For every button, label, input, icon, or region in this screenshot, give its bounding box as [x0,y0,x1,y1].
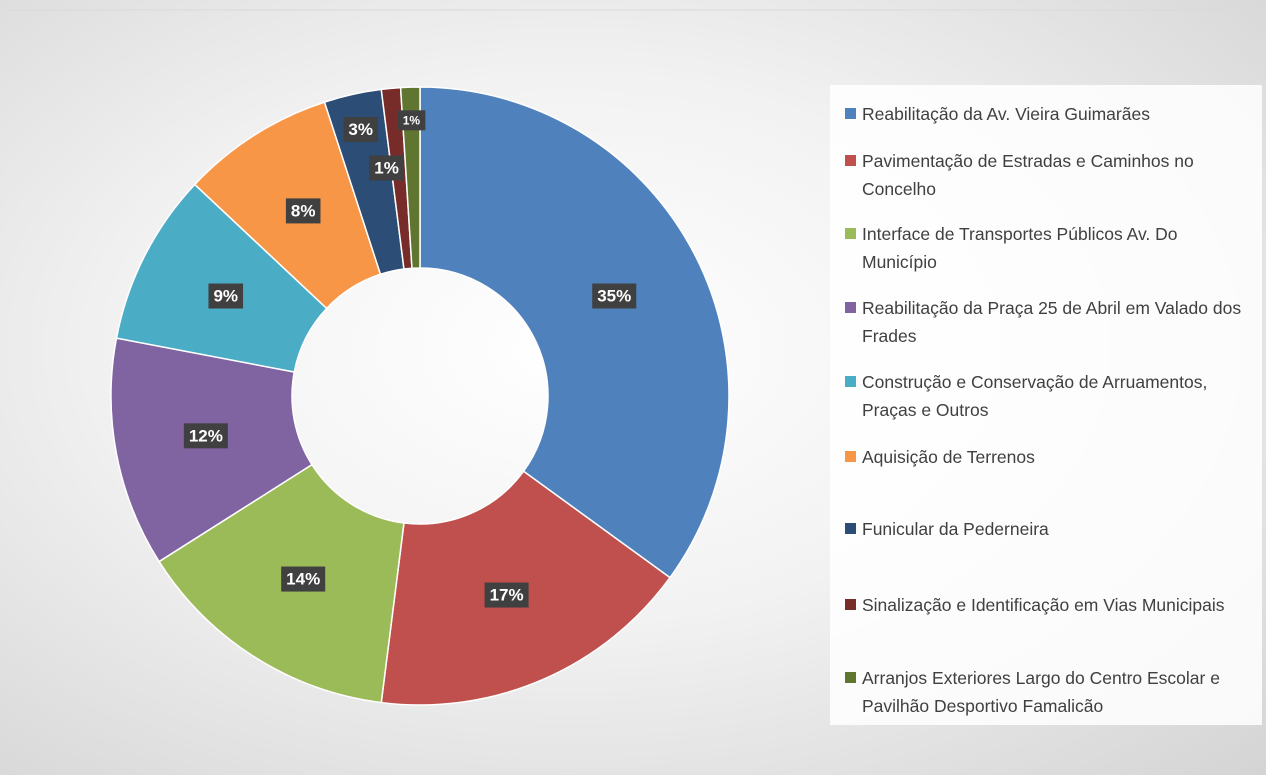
legend: Reabilitação da Av. Vieira Guimarães Pavi… [830,85,1262,725]
legend-swatch [845,523,856,534]
legend-swatch [845,228,856,239]
data-label-box [281,566,326,592]
legend-swatch [845,672,856,683]
data-label: 8% [291,201,316,220]
data-label-box [343,117,378,143]
legend-swatch [845,155,856,166]
legend-swatch [845,302,856,313]
legend-label: Sinalização e Identificação em Vias Muni… [862,595,1225,615]
data-label-box [285,198,321,224]
data-label: 14% [286,570,320,589]
data-label-box [208,283,244,309]
legend-swatch [845,599,856,610]
legend-label: Aquisição de Terrenos [862,447,1035,467]
data-label: 9% [213,287,238,306]
data-label: 17% [490,586,524,605]
data-label: 3% [348,120,373,139]
slice [419,86,730,579]
data-label: 1% [403,113,421,127]
legend-label: Reabilitação da Av. Vieira Guimarães [862,104,1150,124]
data-label-box [592,283,637,309]
slice [110,337,313,563]
data-label: 12% [189,426,223,445]
legend-label: Reabilitação da Praça 25 de Abril em Val… [862,298,1242,346]
data-label-box [369,155,404,181]
data-label: 35% [597,287,631,306]
legend-label: Interface de Transportes Públicos Av. Do… [862,224,1178,272]
legend-swatch [845,108,856,119]
slice [399,86,421,270]
data-label-box [397,110,426,131]
legend-swatch [845,376,856,387]
data-label: 1% [374,158,399,177]
legend-label: Construção e Conservação de Arruamentos,… [862,372,1208,420]
data-label-box [183,423,228,449]
legend-label: Funicular da Pederneira [862,519,1049,539]
data-label-box [484,582,529,608]
legend-label: Pavimentação de Estradas e Caminhos no C… [862,151,1194,199]
legend-swatch [845,451,856,462]
legend-label: Arranjos Exteriores Largo do Centro Esco… [862,668,1220,716]
